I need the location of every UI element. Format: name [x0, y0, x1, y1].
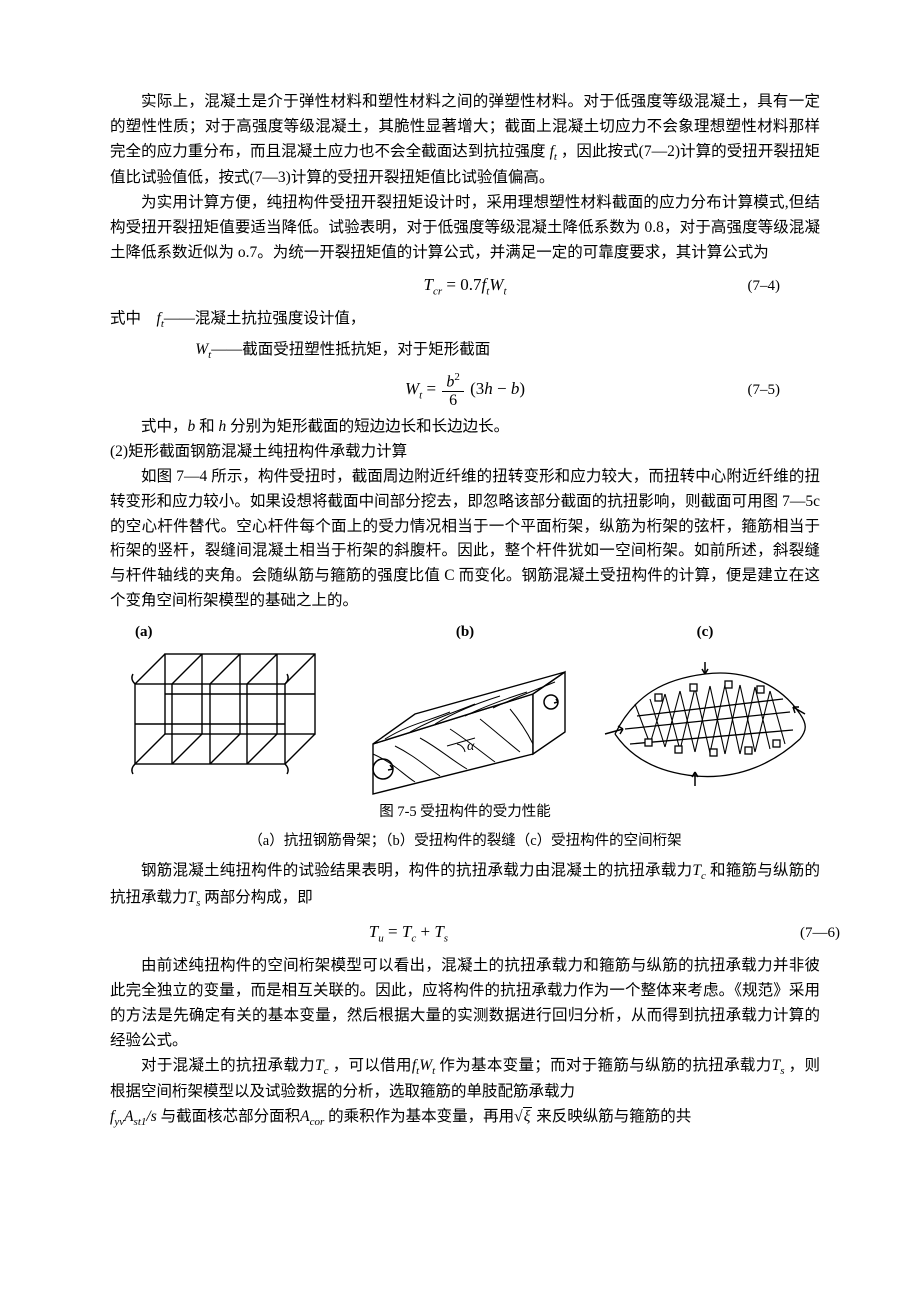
cracked-member-svg: α: [355, 644, 575, 799]
figure-caption-2: （a）抗扭钢筋骨架；（b）受扭构件的裂缝（c）受扭构件的空间桁架: [110, 830, 820, 853]
paragraph-8b: fyvAst1/s 与截面核芯部分面积Acor 的乘积作为基本变量，再用√ξ 来…: [110, 1105, 820, 1132]
paragraph-1: 实际上，混凝土是介于弹性材料和塑性材料之间的弹塑性材料。对于低强度等级混凝土，具…: [110, 90, 820, 191]
paragraph-5: 如图 7—4 所示，构件受扭时，截面周边附近纤维的扭转变形和应力较大，而扭转中心…: [110, 465, 820, 614]
figure-caption-1: 图 7-5 受扭构件的受力性能: [110, 801, 820, 824]
equation-body: Tu = Tc + Ts: [309, 918, 681, 948]
alpha-label: α: [467, 739, 475, 754]
symbol-def-ft: 式中 ft——混凝土抗拉强度设计值，: [110, 307, 820, 334]
paragraph-4: (2)矩形截面钢筋混凝土纯扭构件承载力计算: [110, 440, 820, 465]
equation-7-5: Wt = b26 (3h − b) (7–5): [110, 371, 820, 410]
equation-number: (7–4): [621, 274, 820, 298]
paragraph-6: 钢筋混凝土纯扭构件的试验结果表明，构件的抗扭承载力由混凝土的抗扭承载力Tc 和箍…: [110, 859, 820, 912]
equation-number: (7—6): [681, 921, 880, 945]
equation-body: Wt = b26 (3h − b): [309, 371, 621, 410]
equation-number: (7–5): [621, 378, 820, 402]
figure-c: (c): [595, 620, 815, 799]
equation-body: Tcr = 0.7ftWt: [309, 271, 621, 301]
symbol-ft: ft: [550, 143, 557, 160]
equation-7-4: Tcr = 0.7ftWt (7–4): [110, 271, 820, 301]
figure-label-a: (a): [115, 620, 335, 644]
space-truss-svg: [595, 644, 815, 799]
paragraph-8a: 对于混凝土的抗扭承载力Tc ，可以借用ftWt 作为基本变量；而对于箍筋与纵筋的…: [110, 1054, 820, 1105]
paragraph-3: 式中，b 和 h 分别为矩形截面的短边边长和长边边长。: [110, 415, 820, 440]
paragraph-7: 由前述纯扭构件的空间桁架模型可以看出，混凝土的抗扭承载力和箍筋与纵筋的抗扭承载力…: [110, 954, 820, 1053]
rebar-cage-svg: [115, 644, 335, 784]
equation-7-6: Tu = Tc + Ts (7—6): [110, 918, 820, 948]
figure-label-c: (c): [595, 620, 815, 644]
figure-7-5: (a): [110, 620, 820, 799]
figure-b: (b): [355, 620, 575, 799]
figure-a: (a): [115, 620, 335, 784]
symbol-def-Wt: Wt——截面受扭塑性抵抗矩，对于矩形截面: [110, 338, 820, 365]
figure-label-b: (b): [355, 620, 575, 644]
paragraph-2: 为实用计算方便，纯扭构件受扭开裂扭矩设计时，采用理想塑性材料截面的应力分布计算模…: [110, 191, 820, 265]
